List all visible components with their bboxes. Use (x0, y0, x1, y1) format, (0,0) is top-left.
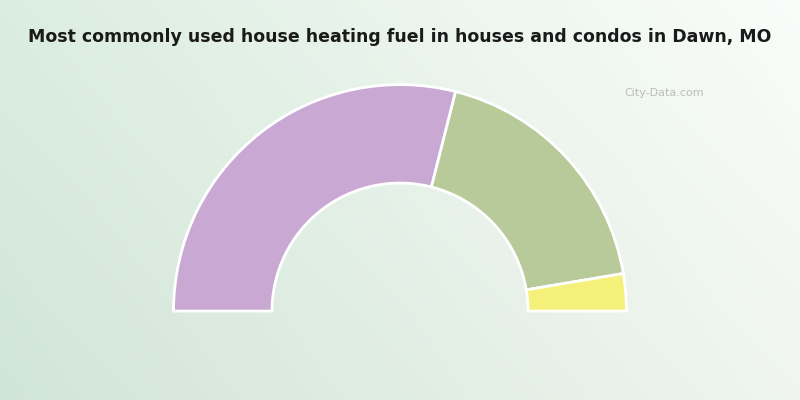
Wedge shape (174, 85, 456, 311)
Text: Most commonly used house heating fuel in houses and condos in Dawn, MO: Most commonly used house heating fuel in… (28, 28, 772, 46)
Wedge shape (526, 274, 626, 311)
Wedge shape (431, 92, 623, 290)
Text: City-Data.com: City-Data.com (624, 88, 704, 98)
